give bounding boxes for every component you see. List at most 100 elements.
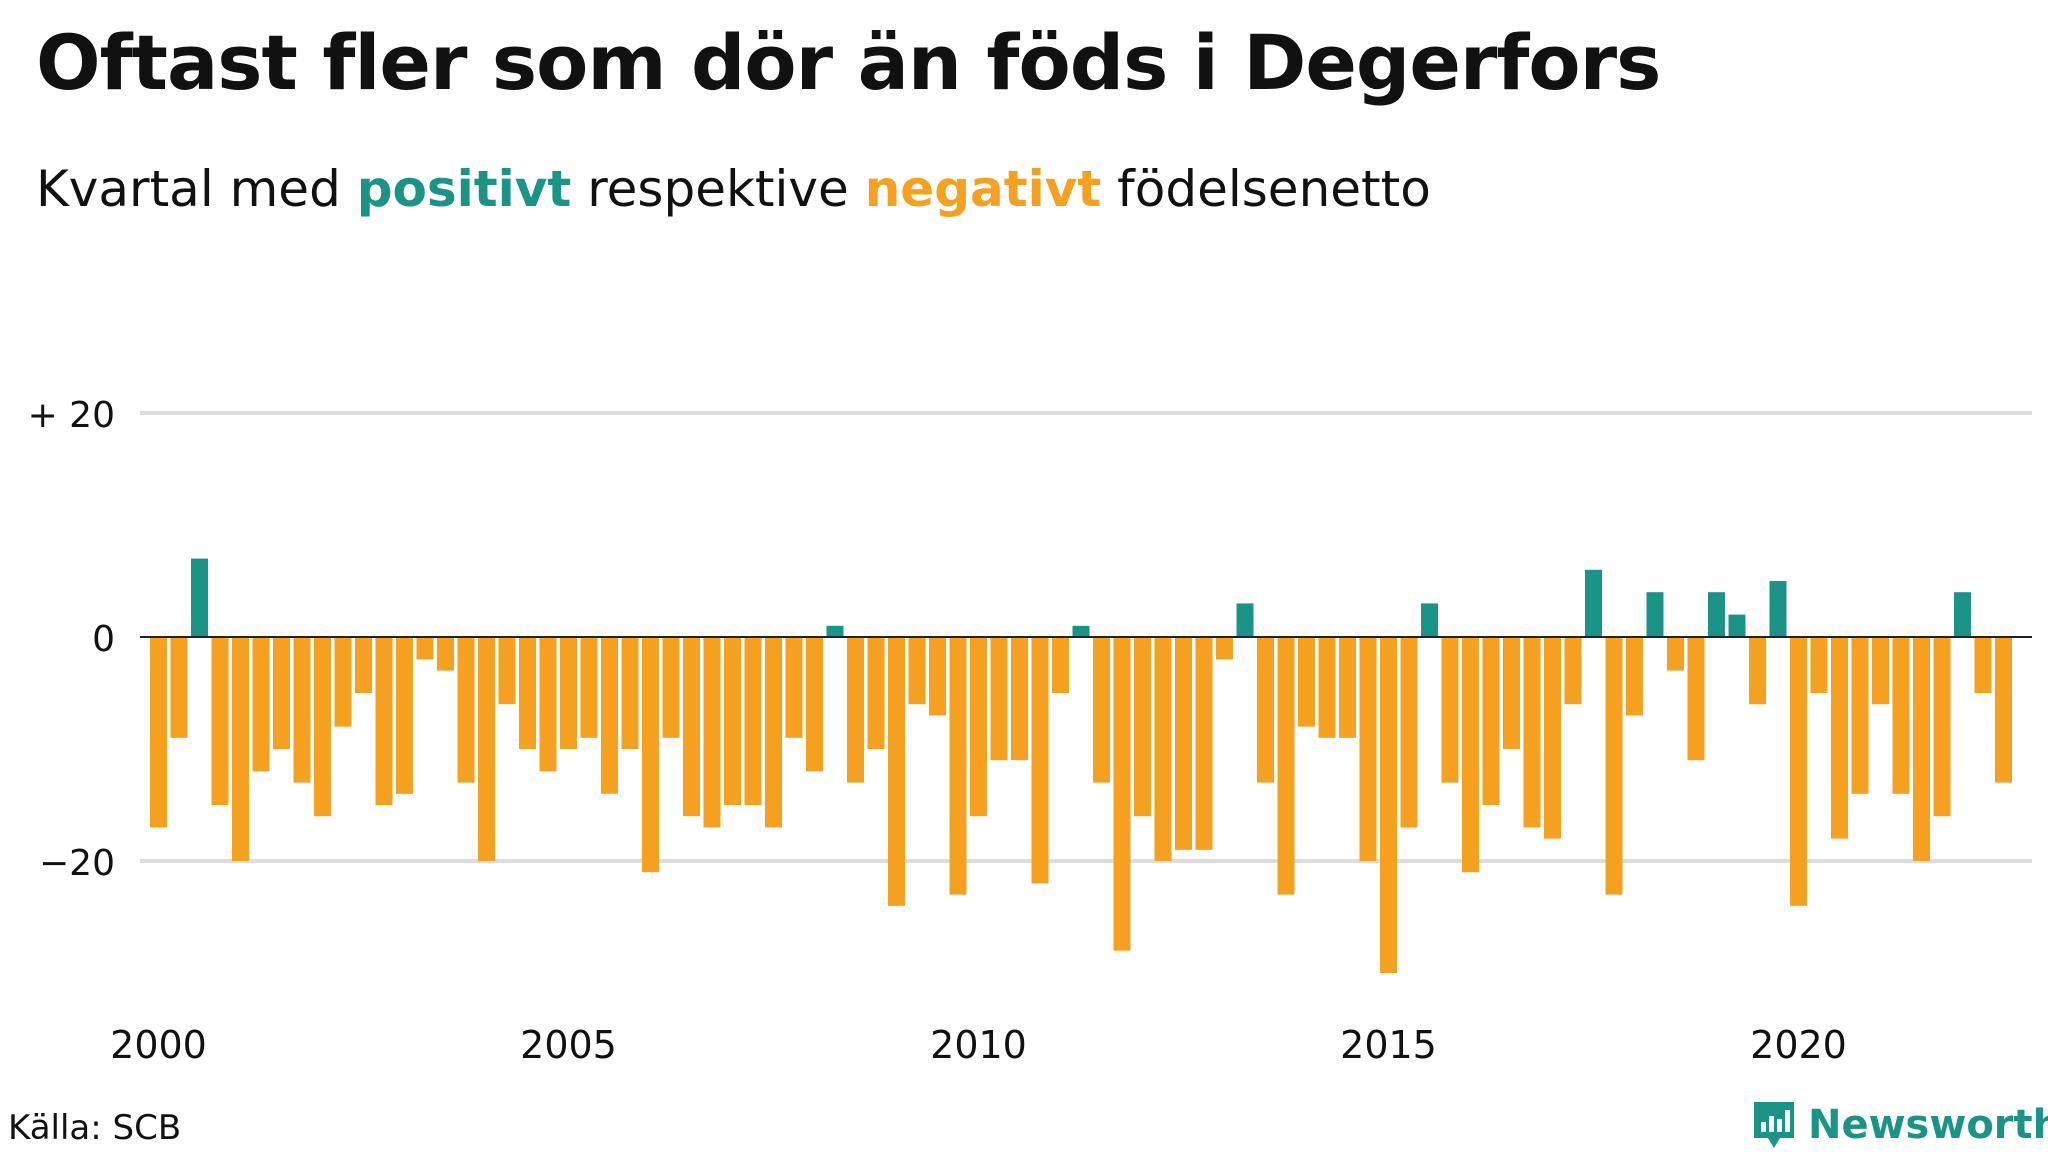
bar-negative xyxy=(990,637,1008,761)
bar-negative xyxy=(375,637,393,805)
bar-negative xyxy=(1503,637,1520,749)
bar-positive xyxy=(826,625,844,637)
bar-negative xyxy=(1913,637,1930,861)
bar-negative xyxy=(1339,637,1356,738)
bar-negative xyxy=(929,637,946,716)
bar-negative xyxy=(703,637,721,828)
bar-negative xyxy=(1175,637,1192,850)
subtitle-suffix: födelsenetto xyxy=(1117,160,1431,218)
bar-negative xyxy=(273,637,290,749)
bar-positive xyxy=(1646,592,1664,637)
bar-negative xyxy=(211,637,229,805)
bar-negative xyxy=(847,637,864,783)
bar-negative xyxy=(1564,637,1582,705)
bar-negative xyxy=(1318,637,1336,738)
bar-negative xyxy=(785,637,803,738)
source-note: Källa: SCB xyxy=(8,1108,182,1148)
bar-negative xyxy=(457,637,475,783)
bar-negative xyxy=(437,637,454,671)
subtitle-positive-word: positivt xyxy=(356,160,572,218)
chart-subtitle: Kvartal med positivt respektive negativt… xyxy=(36,160,1431,218)
bar-negative xyxy=(621,637,639,749)
bar-negative xyxy=(1031,637,1049,884)
bars xyxy=(150,558,2012,973)
bar-negative xyxy=(1277,637,1295,895)
bar-negative xyxy=(170,637,188,738)
bar-negative xyxy=(867,637,885,749)
bar-negative xyxy=(580,637,598,738)
bar-negative xyxy=(1462,637,1479,873)
x-tick-label: 2000 xyxy=(110,1023,207,1067)
bar-negative xyxy=(478,637,495,861)
bar-negative xyxy=(601,637,618,794)
bar-negative xyxy=(1154,637,1172,861)
bar-negative xyxy=(806,637,823,772)
bar-negative xyxy=(355,637,372,693)
grid-layer xyxy=(140,411,2032,863)
bar-negative xyxy=(1974,637,1992,693)
bar-positive xyxy=(1585,569,1602,637)
y-tick-label: −20 xyxy=(39,843,115,884)
bar-negative xyxy=(334,637,352,727)
brand-name: Newsworthy xyxy=(1808,1102,2048,1148)
y-tick-label: + 20 xyxy=(28,395,115,436)
bar-negative xyxy=(396,637,413,794)
subtitle-middle: respektive xyxy=(587,160,849,218)
bar-negative xyxy=(1400,637,1418,828)
bar-negative xyxy=(1523,637,1541,828)
bar-negative xyxy=(888,637,905,906)
bar-negative xyxy=(1851,637,1869,794)
bar-negative xyxy=(314,637,331,817)
bar-negative xyxy=(416,637,434,660)
bar-negative xyxy=(1298,637,1315,727)
bar-negative xyxy=(1605,637,1623,895)
bar-negative xyxy=(1831,637,1848,839)
bar-negative xyxy=(560,637,577,749)
bar-negative xyxy=(1052,637,1069,693)
brand-logo: Newsworthy xyxy=(1750,1098,2048,1152)
bar-negative xyxy=(1380,637,1397,973)
x-tick-labels: 2000 2005 2010 2015 2020 xyxy=(110,1023,1847,1067)
bar-negative xyxy=(1749,637,1766,705)
bar-negative xyxy=(1810,637,1828,693)
subtitle-prefix: Kvartal med xyxy=(36,160,341,218)
bar-negative xyxy=(1195,637,1213,850)
bar-negative xyxy=(150,637,167,828)
bar-positive xyxy=(191,558,208,637)
bar-positive xyxy=(1769,581,1787,637)
bar-positive xyxy=(1072,625,1090,637)
bar-negative xyxy=(293,637,311,783)
bar-negative xyxy=(1933,637,1951,817)
bar-negative xyxy=(1790,637,1807,906)
bar-negative xyxy=(1216,637,1233,660)
bar-negative xyxy=(1113,637,1131,951)
bar-negative xyxy=(642,637,659,873)
bar-positive xyxy=(1236,603,1254,637)
bar-positive xyxy=(1728,614,1746,637)
bar-negative xyxy=(1626,637,1643,716)
bar-negative xyxy=(765,637,782,828)
bar-negative xyxy=(1359,637,1377,861)
bar-negative xyxy=(1257,637,1274,783)
x-tick-label: 2010 xyxy=(930,1023,1027,1067)
y-tick-label: 0 xyxy=(92,619,115,660)
bar-negative xyxy=(744,637,762,805)
x-tick-label: 2005 xyxy=(520,1023,617,1067)
bar-negative xyxy=(683,637,700,817)
bar-negative xyxy=(1134,637,1151,817)
newsworthy-logo-icon xyxy=(1754,1102,1794,1148)
y-tick-labels: + 20 0 −20 xyxy=(28,395,115,884)
bar-negative xyxy=(1544,637,1561,839)
bar-negative xyxy=(519,637,536,749)
bar-positive xyxy=(1708,592,1725,637)
bar-negative xyxy=(970,637,987,817)
subtitle-negative-word: negativt xyxy=(864,160,1102,218)
bar-negative xyxy=(498,637,516,705)
bar-negative xyxy=(949,637,967,895)
bar-negative xyxy=(1995,637,2012,783)
bar-negative xyxy=(539,637,557,772)
bar-negative xyxy=(1667,637,1684,671)
bar-negative xyxy=(1441,637,1459,783)
bar-negative xyxy=(1872,637,1889,705)
